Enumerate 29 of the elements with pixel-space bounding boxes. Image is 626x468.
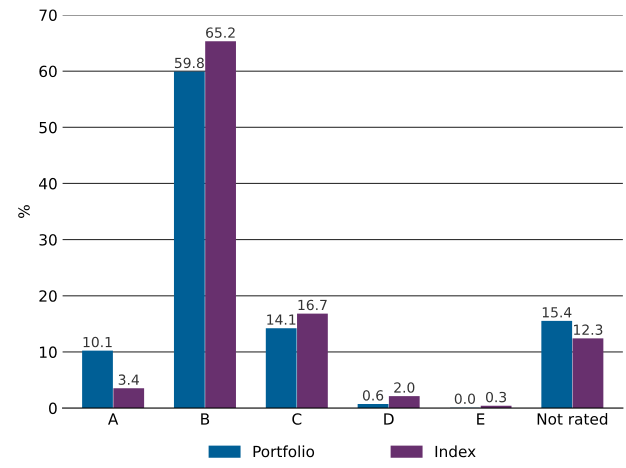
x-tick-label: B [201,413,210,425]
y-axis-title: % [18,205,30,218]
data-label: 0.6 [362,390,384,401]
data-label: 59.8 [174,58,204,68]
data-label: 0.0 [454,394,476,404]
data-label: 3.4 [118,374,139,385]
x-tick-label: Not rated [538,412,608,425]
y-tick-label: 60 [39,66,57,78]
legend-label: Index [436,445,476,458]
data-label: 10.1 [84,336,112,348]
data-label: 2.0 [394,382,414,393]
data-label: 15.4 [542,307,572,318]
y-tick-label: 10 [40,346,57,358]
y-tick-label: 30 [39,234,57,246]
y-tick-label: 70 [40,9,57,21]
x-tick-label: C [292,413,302,425]
x-tick-label: D [384,413,394,425]
data-label: 16.7 [298,300,327,310]
data-label: 14.1 [267,314,296,325]
data-label: 65.2 [206,27,235,38]
y-tick-label: 0 [49,402,57,414]
y-tick-label: 40 [39,178,57,190]
legend-label: Portfolio [254,445,314,458]
y-tick-label: 20 [39,290,57,302]
y-tick-label: 50 [39,122,57,134]
x-tick-label: A [108,413,118,425]
data-label: 12.3 [574,324,602,335]
x-tick-label: E [477,413,484,425]
data-label: 0.3 [486,392,506,402]
